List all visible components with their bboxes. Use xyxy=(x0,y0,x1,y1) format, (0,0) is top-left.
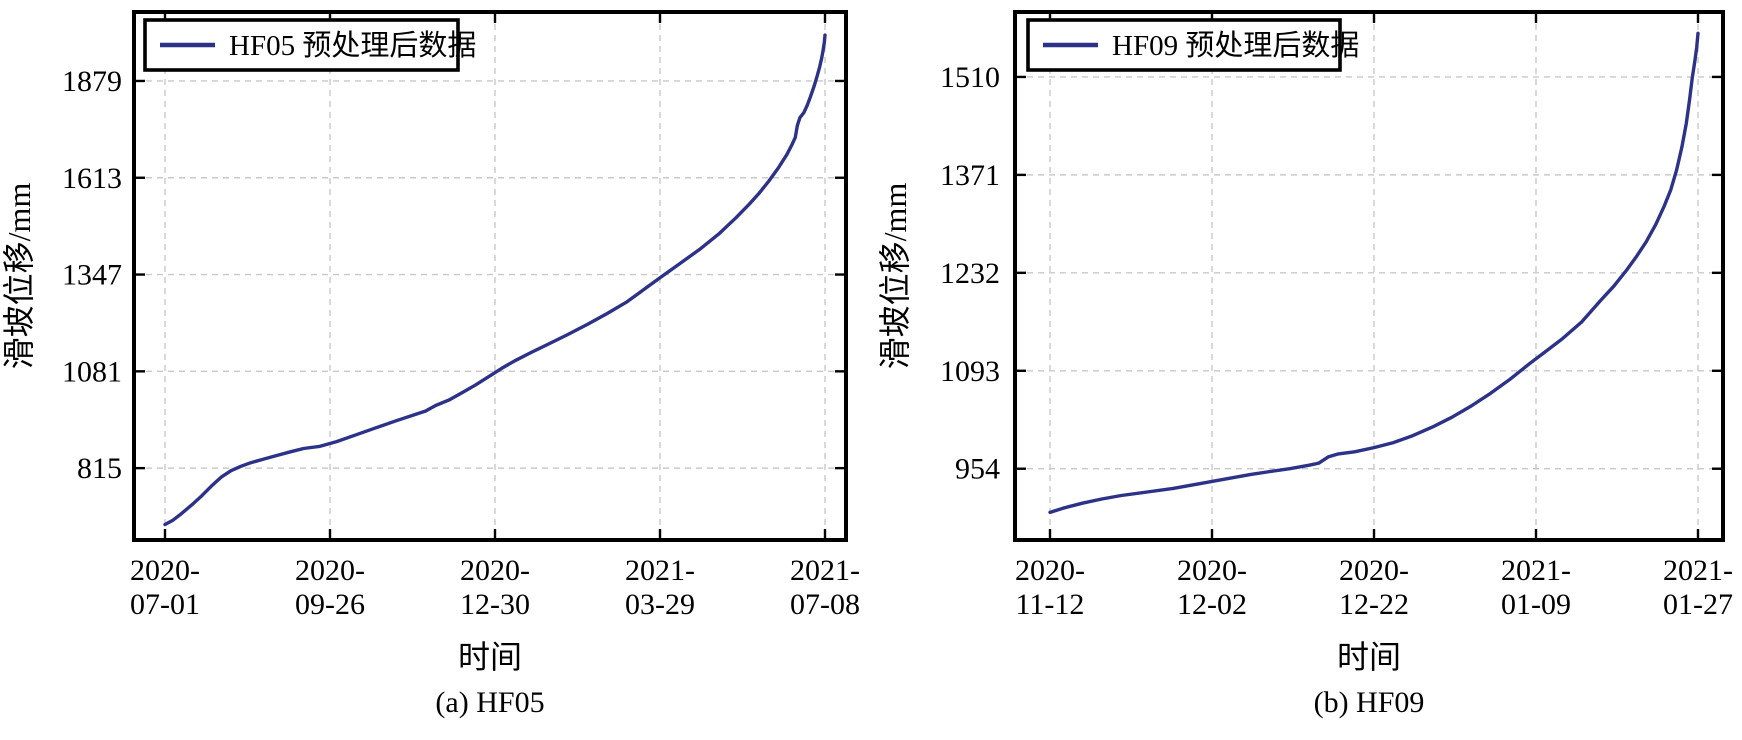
x-tick-label-line1: 2021- xyxy=(1501,554,1571,587)
legend-label: HF05 预处理后数据 xyxy=(229,29,476,62)
y-tick-label: 1081 xyxy=(62,355,122,388)
x-tick-label-line2: 11-12 xyxy=(1016,588,1085,621)
x-tick-label-line1: 2021- xyxy=(790,554,860,587)
plot-frame xyxy=(132,10,848,542)
y-tick-label: 1093 xyxy=(940,355,1000,388)
data-line-hf05 xyxy=(163,33,827,527)
x-tick-label-line1: 2020- xyxy=(295,554,365,587)
x-tick-label-line2: 12-30 xyxy=(460,588,530,621)
x-tick-label-line2: 07-01 xyxy=(130,588,200,621)
data-line-hf09 xyxy=(1048,31,1700,515)
x-tick-label-line2: 07-08 xyxy=(790,588,860,621)
y-tick-label: 1347 xyxy=(62,259,122,292)
y-tick-label: 1510 xyxy=(940,61,1000,94)
x-tick-label-line1: 2021- xyxy=(625,554,695,587)
x-tick-label-line2: 01-09 xyxy=(1501,588,1571,621)
x-tick-label-line1: 2020- xyxy=(1177,554,1247,587)
x-tick-label-line2: 09-26 xyxy=(295,588,365,621)
chart-caption: (b) HF09 xyxy=(1314,686,1425,719)
x-axis-label: 时间 xyxy=(458,639,522,675)
legend-label: HF09 预处理后数据 xyxy=(1112,29,1359,62)
x-tick-label-line1: 2020- xyxy=(460,554,530,587)
x-tick-label-line1: 2020- xyxy=(1015,554,1085,587)
y-tick-label: 815 xyxy=(77,452,122,485)
y-axis-label: 滑坡位移/mm xyxy=(1,183,37,370)
chart-caption: (a) HF05 xyxy=(435,686,544,719)
plot-frame xyxy=(1013,10,1725,542)
y-tick-label: 954 xyxy=(955,453,1000,486)
y-tick-label: 1371 xyxy=(940,159,1000,192)
x-tick-label-line2: 03-29 xyxy=(625,588,695,621)
y-tick-label: 1879 xyxy=(62,65,122,98)
x-tick-label-line1: 2021- xyxy=(1663,554,1733,587)
x-axis-label: 时间 xyxy=(1337,639,1401,675)
y-axis-label: 滑坡位移/mm xyxy=(877,183,913,370)
y-tick-label: 1232 xyxy=(940,257,1000,290)
x-tick-label-line1: 2020- xyxy=(130,554,200,587)
y-tick-label: 1613 xyxy=(62,162,122,195)
x-tick-label-line1: 2020- xyxy=(1339,554,1409,587)
x-tick-label-line2: 12-02 xyxy=(1177,588,1247,621)
x-tick-label-line2: 01-27 xyxy=(1663,588,1733,621)
x-tick-label-line2: 12-22 xyxy=(1339,588,1409,621)
